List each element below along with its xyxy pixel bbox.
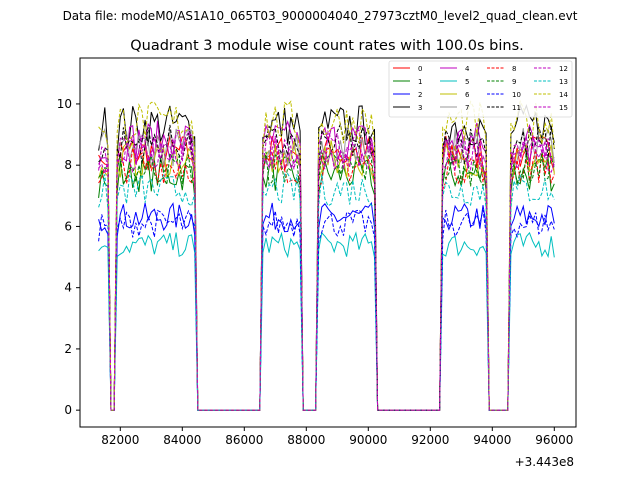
legend-label-4: 4: [465, 65, 470, 73]
y-tick-label: 0: [64, 403, 72, 417]
chart-title: Quadrant 3 module wise count rates with …: [130, 38, 524, 54]
legend-label-1: 1: [418, 78, 422, 86]
x-tick-label: 86000: [225, 433, 263, 447]
datafile-label: Data file: modeM0/AS1A10_065T03_90000040…: [63, 9, 578, 23]
legend-label-7: 7: [465, 104, 469, 112]
x-tick-label: 82000: [101, 433, 139, 447]
x-axis: 82000 84000 86000 88000 90000 92000 94000 96000: [101, 427, 573, 447]
legend-label-0: 0: [418, 65, 422, 73]
y-axis: 0 2 4 6 8 10: [57, 97, 80, 417]
y-tick-label: 6: [64, 219, 72, 233]
legend-label-5: 5: [465, 78, 469, 86]
legend-label-9: 9: [512, 78, 516, 86]
x-tick-label: 92000: [411, 433, 449, 447]
legend-label-12: 12: [559, 65, 568, 73]
series-line-13: [98, 173, 555, 411]
x-tick-label: 94000: [473, 433, 511, 447]
series-line-14: [98, 99, 555, 411]
plot-lines: [98, 99, 555, 411]
legend-label-15: 15: [559, 104, 568, 112]
x-offset-label: +3.443e8: [515, 455, 574, 469]
legend-label-10: 10: [512, 91, 521, 99]
series-line-15: [98, 137, 555, 411]
axes-frame: [79, 57, 577, 428]
legend-label-8: 8: [512, 65, 516, 73]
y-tick-label: 10: [57, 97, 72, 111]
x-tick-label: 84000: [163, 433, 201, 447]
y-tick-label: 8: [64, 158, 72, 172]
legend-label-2: 2: [418, 91, 422, 99]
legend-label-14: 14: [559, 91, 568, 99]
series-line-9: [98, 151, 555, 411]
x-tick-label: 90000: [349, 433, 387, 447]
series-line-5: [98, 231, 555, 411]
x-tick-label: 96000: [535, 433, 573, 447]
x-tick-label: 88000: [287, 433, 325, 447]
series-line-2: [98, 201, 555, 411]
legend-box: [388, 60, 573, 118]
legend-label-3: 3: [418, 104, 422, 112]
legend-label-13: 13: [559, 78, 568, 86]
series-line-12: [98, 129, 555, 411]
legend-label-11: 11: [512, 104, 521, 112]
y-tick-label: 4: [64, 281, 72, 295]
y-tick-label: 2: [64, 342, 72, 356]
legend-label-6: 6: [465, 91, 470, 99]
